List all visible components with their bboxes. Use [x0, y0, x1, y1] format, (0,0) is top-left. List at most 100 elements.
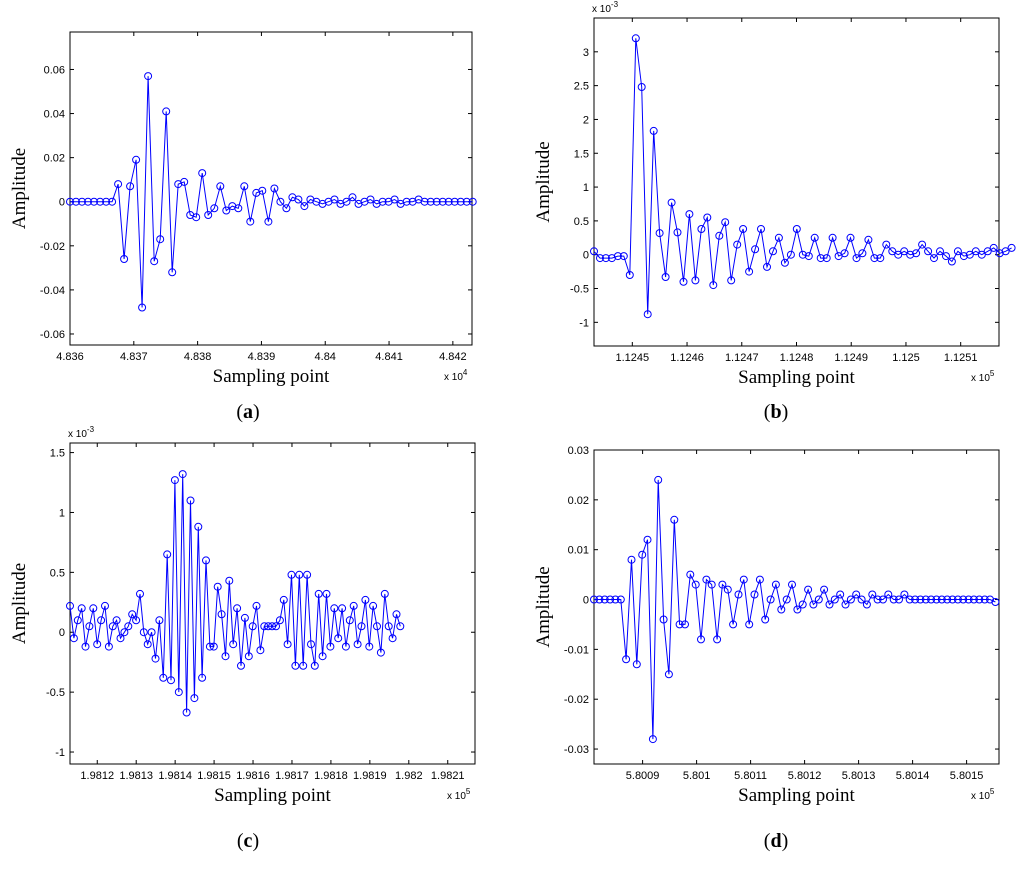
data-point: [977, 250, 986, 259]
data-point: [170, 476, 179, 485]
data-point: [745, 620, 754, 629]
panel-label-open: (: [764, 830, 771, 852]
x-exponent-label: x 105: [447, 787, 471, 802]
data-point: [969, 595, 978, 604]
data-point: [124, 622, 133, 631]
data-point: [246, 217, 255, 226]
data-point: [697, 635, 705, 644]
data-point: [675, 620, 684, 629]
data-point: [637, 83, 646, 91]
data-point: [365, 642, 374, 651]
data-point: [825, 600, 834, 609]
data-point: [895, 595, 903, 604]
y-tick-label: -0.02: [40, 241, 65, 253]
data-point: [953, 247, 962, 256]
data-point: [237, 661, 245, 670]
data-point: [852, 254, 861, 263]
data-point: [739, 225, 748, 233]
data-point: [786, 250, 795, 259]
data-point: [766, 595, 775, 604]
data-point: [156, 235, 165, 244]
data-point: [627, 555, 636, 564]
data-point: [661, 273, 670, 281]
data-point: [66, 601, 74, 610]
data-point: [900, 590, 909, 599]
data-point: [804, 252, 813, 261]
x-exponent-power: 5: [466, 787, 471, 796]
data-point: [438, 197, 447, 206]
data-point: [168, 268, 177, 277]
data-point: [655, 229, 664, 238]
data-point: [233, 604, 242, 613]
x-exponent-label: x 105: [971, 369, 995, 384]
y-tick-label: 1.5: [574, 148, 589, 160]
panel-label: (c): [237, 830, 259, 852]
data-point: [462, 197, 471, 206]
data-point: [685, 210, 694, 219]
x-axis-title: Sampling point: [738, 367, 855, 388]
data-point: [590, 247, 598, 256]
data-point: [222, 206, 231, 215]
data-point: [132, 155, 141, 164]
data-point: [889, 595, 898, 604]
y-tick-label: 0: [583, 250, 589, 262]
y-tick-label: -0.02: [564, 694, 589, 706]
data-point: [155, 616, 164, 625]
data-point: [876, 254, 885, 263]
data-point: [667, 198, 676, 207]
data-point: [369, 601, 378, 610]
data-point: [468, 197, 477, 206]
x-tick-label: 5.8011: [734, 770, 767, 782]
data-point: [836, 590, 845, 599]
data-point: [272, 622, 280, 631]
panel-label-letter: a: [243, 401, 253, 423]
x-tick-label: 1.1249: [834, 352, 868, 364]
data-point: [378, 197, 387, 206]
data-point: [341, 642, 350, 651]
data-point: [943, 595, 952, 604]
x-exponent-base: x 10: [447, 791, 466, 802]
data-point: [182, 708, 191, 717]
data-point: [210, 204, 219, 213]
data-point: [590, 595, 598, 604]
data-point: [114, 180, 123, 189]
data-point: [258, 186, 267, 195]
data-point: [151, 654, 160, 663]
data-point: [965, 250, 974, 259]
data-point: [112, 616, 121, 625]
data-point: [256, 646, 265, 655]
data-point: [72, 197, 80, 206]
data-point: [782, 595, 791, 604]
x-tick-label: 1.9816: [236, 770, 270, 782]
data-point: [310, 661, 319, 670]
y-exponent-power: -3: [87, 425, 95, 434]
data-point: [396, 622, 405, 631]
y-tick-label: 0: [583, 595, 589, 607]
data-point: [804, 585, 813, 594]
data-point: [631, 34, 640, 43]
panel-label-letter: c: [244, 830, 253, 852]
data-point: [120, 628, 129, 637]
data-point: [338, 604, 347, 613]
data-point: [975, 595, 984, 604]
data-point: [884, 590, 893, 599]
data-point: [691, 580, 700, 589]
data-point: [213, 582, 222, 591]
x-tick-label: 5.8015: [950, 770, 984, 782]
y-tick-label: 3: [583, 47, 589, 59]
data-point: [240, 182, 249, 191]
data-point: [138, 303, 147, 312]
data-point: [300, 202, 309, 211]
x-exponent-label: x 104: [444, 368, 468, 383]
data-point: [654, 475, 663, 484]
panel-label-close: ): [782, 830, 789, 852]
data-point: [77, 604, 86, 613]
data-point: [353, 640, 362, 649]
data-point: [777, 605, 786, 614]
x-axis-title: Sampling point: [214, 785, 331, 806]
data-point: [659, 615, 668, 624]
data-point: [139, 628, 148, 637]
data-point: [120, 255, 129, 263]
x-exponent-base: x 10: [971, 791, 990, 802]
